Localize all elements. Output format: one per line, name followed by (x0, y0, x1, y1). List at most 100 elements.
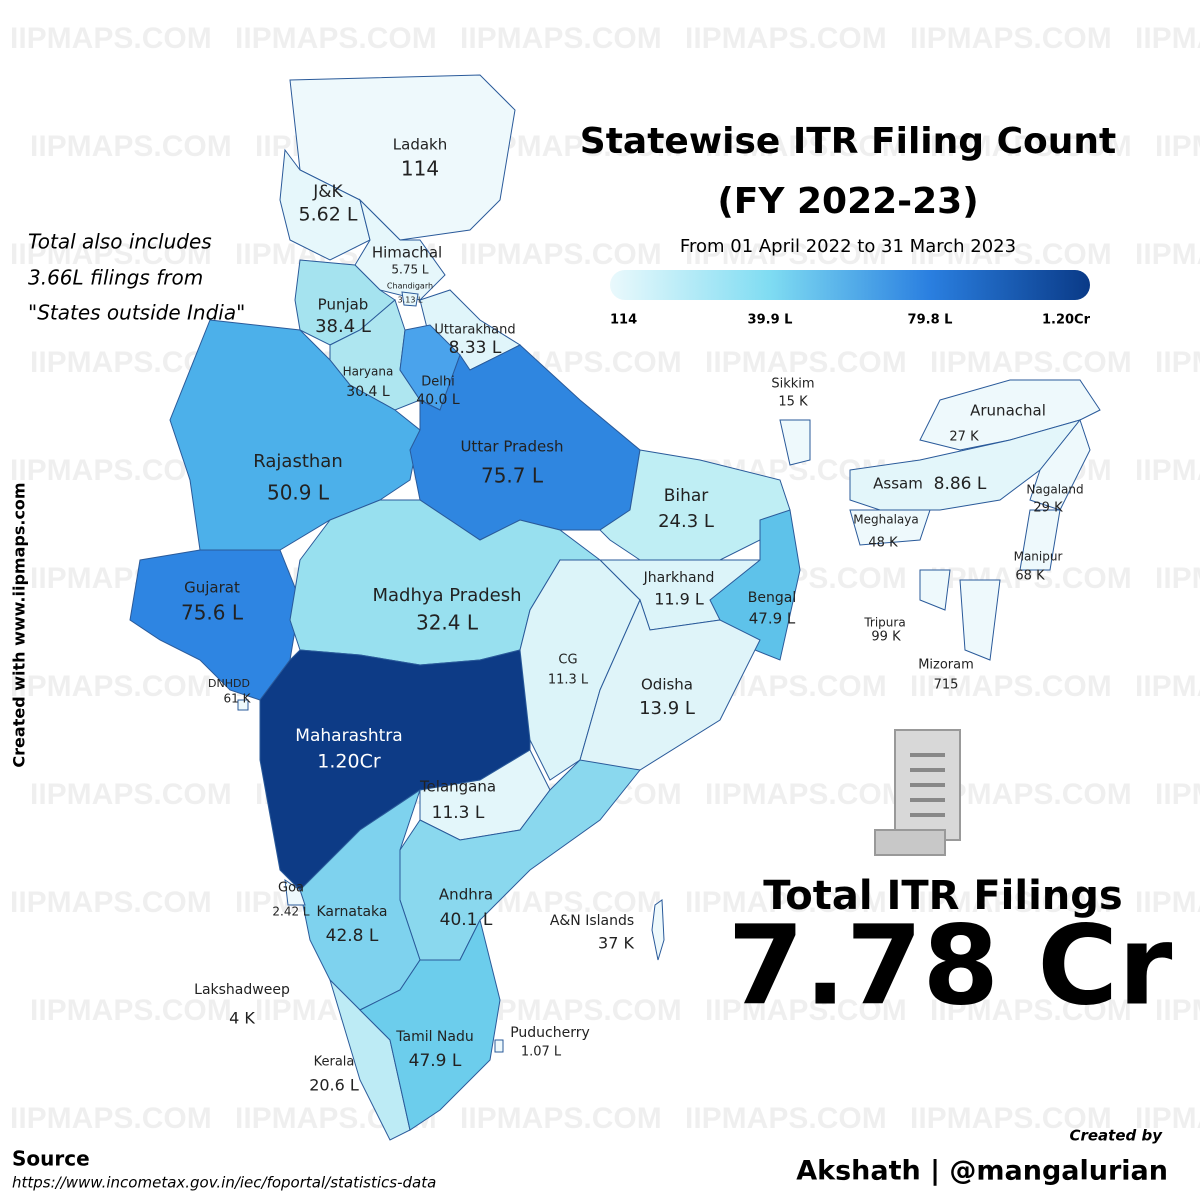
state-value: 50.9 L (267, 481, 330, 505)
state-value: 15 K (778, 395, 808, 410)
watermark: IIPMAPS.COM (480, 994, 682, 1027)
state-name: Kerala (314, 1055, 355, 1070)
state-value: 1.07 L (521, 1045, 562, 1060)
state-name: Bihar (664, 486, 709, 506)
watermark: IIPMAPS.COM (1135, 670, 1200, 703)
state-shape (779, 419, 811, 466)
title: Statewise ITR Filing Count (580, 121, 1116, 162)
receipt-icon (874, 729, 961, 856)
watermark: IIPMAPS.COM (685, 22, 887, 55)
state-name: Jharkhand (643, 570, 715, 586)
state-shape (494, 1039, 504, 1053)
state-name: J&K (312, 182, 343, 202)
source-url: https://www.incometax.gov.in/iec/foporta… (12, 1174, 436, 1192)
watermark: IIPMAPS.COM (1135, 238, 1200, 271)
state-shape (279, 148, 371, 261)
state-name: Tamil Nadu (395, 1029, 474, 1045)
state-name: Telangana (419, 778, 496, 796)
legend-tick-label: 114 (610, 313, 637, 328)
state-shape (919, 569, 951, 611)
watermark: IIPMAPS.COM (910, 670, 1112, 703)
legend-bar (610, 270, 1090, 300)
watermark: IIPMAPS.COM (910, 22, 1112, 55)
state-name: Uttar Pradesh (460, 438, 563, 456)
watermark: IIPMAPS.COM (1135, 886, 1200, 919)
state-name: Himachal (372, 244, 442, 262)
state-value: 8.33 L (449, 338, 502, 358)
state-value: 47.9 L (409, 1051, 462, 1071)
state-name: Haryana (343, 365, 394, 379)
note-line: "States outside India" (28, 301, 245, 325)
watermark: IIPMAPS.COM (1135, 1102, 1200, 1135)
credit-author: Akshath | @mangalurian (796, 1156, 1168, 1187)
credit-label: Created by (1069, 1127, 1163, 1145)
watermark: IIPMAPS.COM (30, 778, 232, 811)
state-value: 4 K (229, 1009, 255, 1028)
side-text: Created with www.iipmaps.com (10, 482, 29, 767)
state-name: Nagaland (1026, 483, 1083, 497)
watermark: IIPMAPS.COM (705, 778, 907, 811)
legend-ticks: 114 39.9 L 79.8 L 1.20Cr (610, 313, 1091, 328)
state-value: 5.62 L (299, 204, 358, 226)
state-shape (1029, 418, 1091, 511)
state-value: 715 (934, 678, 959, 693)
state-shape (359, 918, 501, 1131)
watermark: IIPMAPS.COM (1155, 346, 1200, 379)
state-value: 61 K (224, 692, 252, 706)
watermark: IIPMAPS.COM (460, 238, 662, 271)
watermark: IIPMAPS.COM (1155, 994, 1200, 1027)
title-line2: (FY 2022-23) (717, 181, 978, 222)
state-name: Manipur (1014, 550, 1063, 564)
state-value: 2.42 L (272, 905, 310, 919)
note-line: 3.66L filings from (28, 266, 203, 290)
watermark: IIPMAPS.COM (705, 130, 907, 163)
state-value: 27 K (949, 430, 979, 445)
state-name: Gujarat (184, 579, 240, 597)
state-name: Mizoram (918, 658, 974, 673)
state-shapes (129, 74, 1101, 1141)
state-name: Lakshadweep (194, 982, 290, 998)
watermark: IIPMAPS.COM (235, 22, 437, 55)
source-label: Source (12, 1147, 90, 1171)
watermark: IIPMAPS.COM (10, 238, 212, 271)
watermark: IIPMAPS.COM (30, 994, 232, 1027)
watermark: IIPMAPS.COM (930, 130, 1132, 163)
state-value: 47.9 L (749, 610, 796, 628)
watermark: IIPMAPS.COM (685, 238, 887, 271)
state-name: Ladakh (393, 136, 447, 154)
state-shape (401, 291, 419, 307)
state-value: 40.0 L (416, 392, 460, 408)
total-label: Total ITR Filings (763, 873, 1122, 919)
subtitle: From 01 April 2022 to 31 March 2023 (680, 236, 1016, 257)
state-name: Assam (873, 475, 923, 493)
state-name: Meghalaya (853, 513, 918, 527)
state-value: 13.9 L (639, 698, 695, 719)
watermark: IIPMAPS.COM (1135, 22, 1200, 55)
state-value: 1.20Cr (317, 751, 381, 773)
state-name: Goa (278, 881, 304, 896)
state-shape (849, 419, 1082, 511)
watermark: IIPMAPS.COM (10, 22, 212, 55)
note-line: Total also includes (28, 230, 212, 254)
state-value: 11.9 L (654, 590, 704, 609)
watermark: IIPMAPS.COM (685, 1102, 887, 1135)
watermark: IIPMAPS.COM (930, 346, 1132, 379)
watermark: IIPMAPS.COM (930, 778, 1132, 811)
watermark: IIPMAPS.COM (10, 454, 212, 487)
watermark: IIPMAPS.COM (705, 994, 907, 1027)
state-value: 5.75 L (391, 263, 429, 277)
watermark: IIPMAPS.COM (1155, 130, 1200, 163)
watermark: IIPMAPS.COM (10, 1102, 212, 1135)
state-value: 75.6 L (181, 601, 244, 625)
state-value: 75.7 L (481, 464, 544, 488)
state-shape (1019, 509, 1061, 571)
watermark: IIPMAPS.COM (1135, 454, 1200, 487)
state-value: 11.3 L (432, 803, 485, 823)
watermark: IIPMAPS.COM (10, 670, 212, 703)
state-name: Bengal (748, 590, 796, 606)
state-value: 32.4 L (416, 611, 479, 635)
state-name: DNHDD (208, 677, 250, 690)
